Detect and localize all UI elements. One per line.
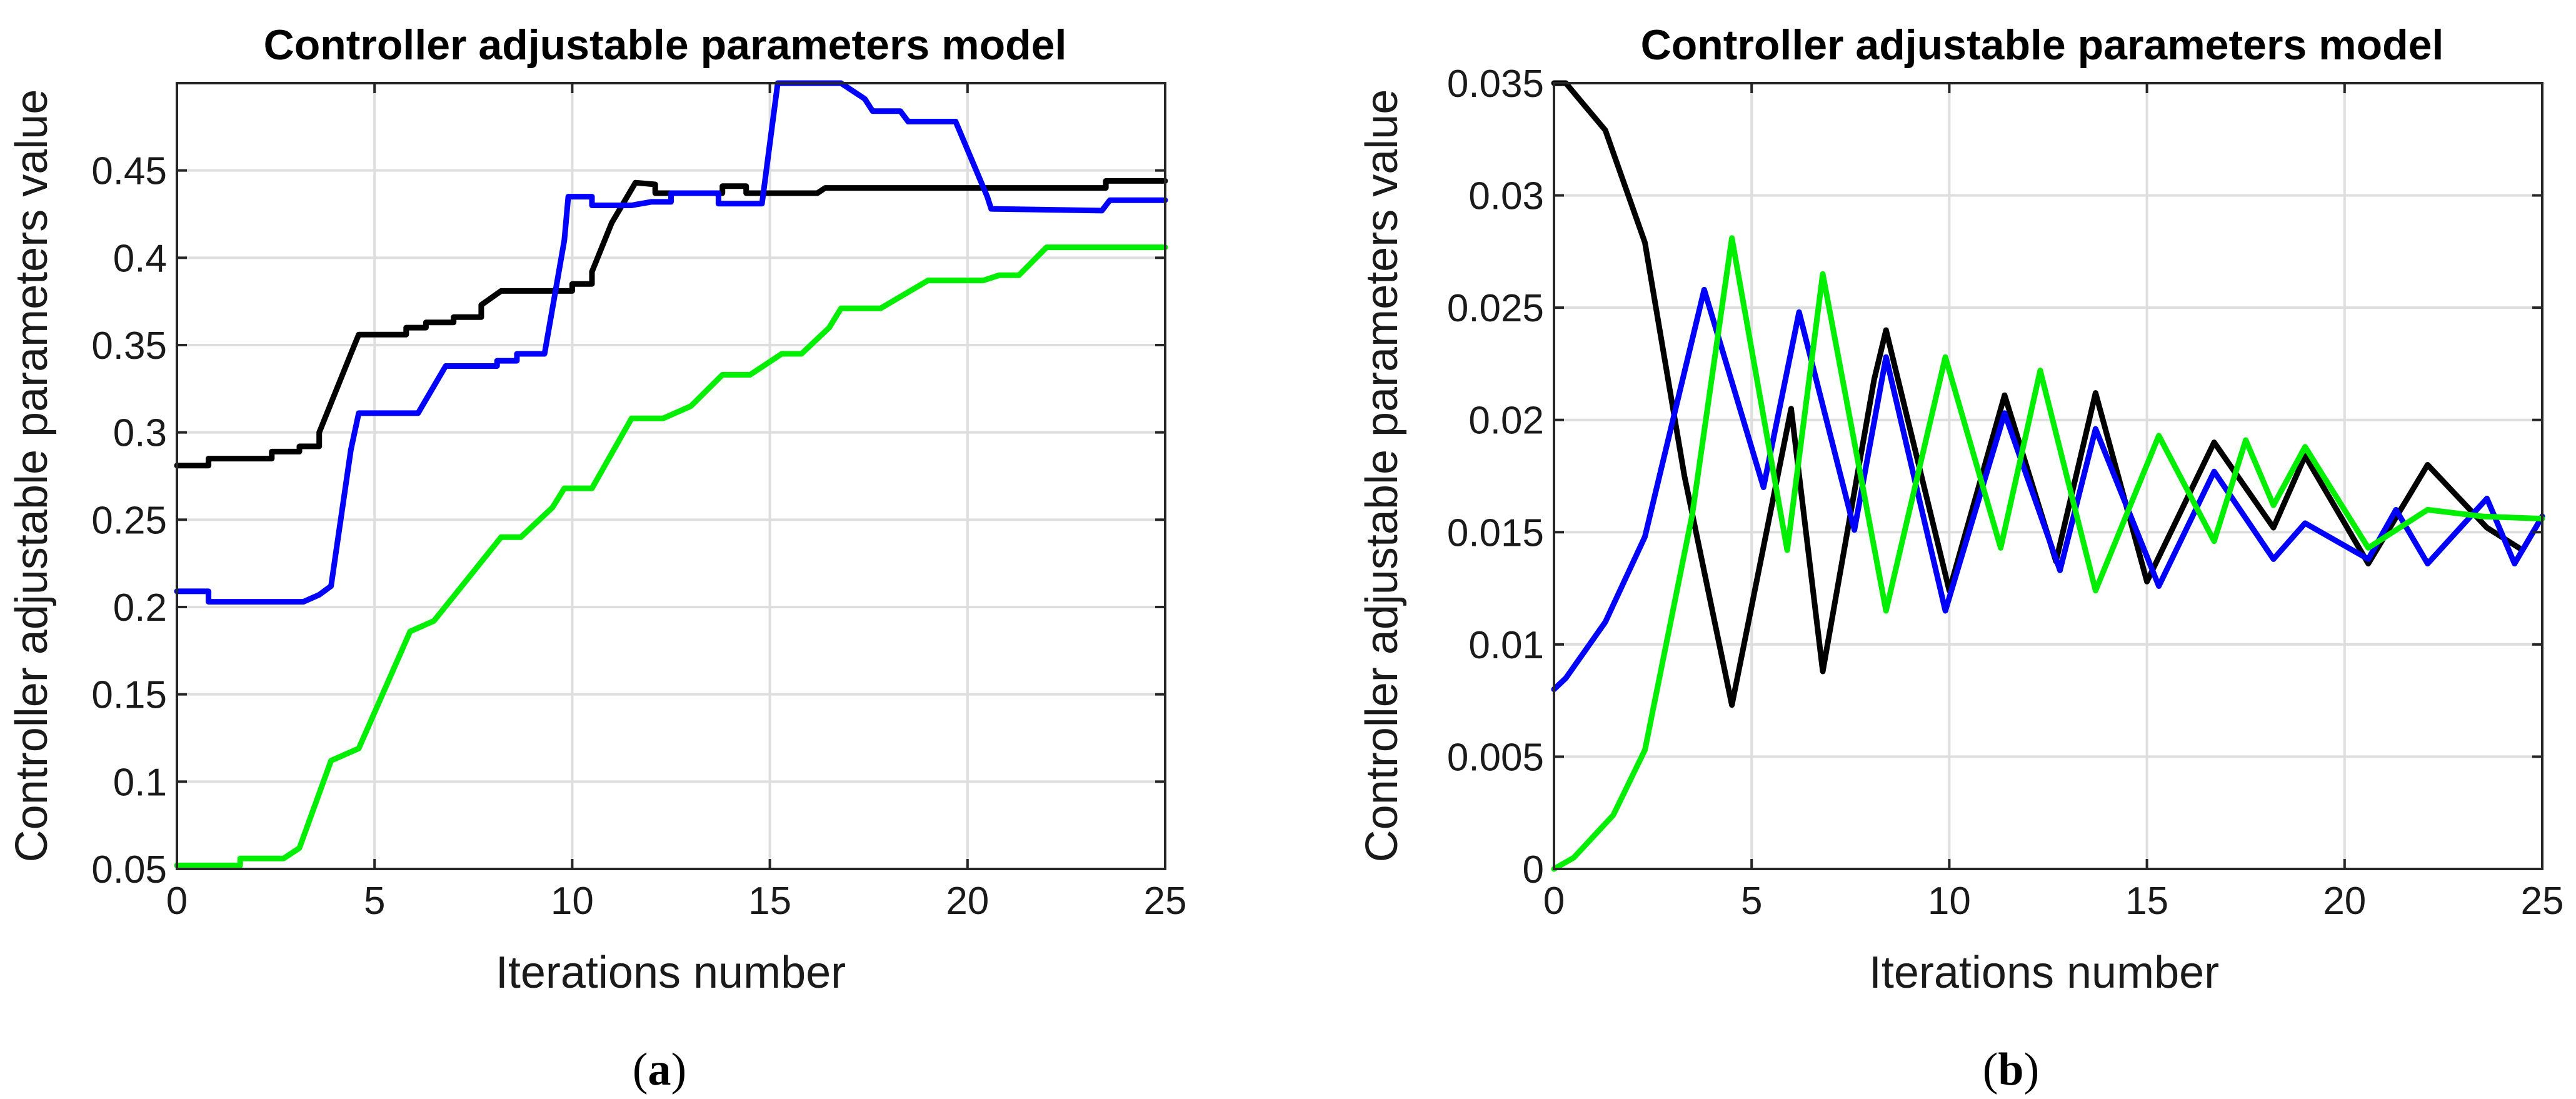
chart-a-x-tick-label: 25: [1144, 880, 1187, 923]
chart-b-x-tick-label: 20: [2323, 880, 2366, 923]
chart-b-title: Controller adjustable parameters model: [1641, 21, 2444, 69]
chart-a-x-tick-label: 15: [748, 880, 791, 923]
chart-a-y-tick-label: 0.1: [113, 761, 167, 804]
chart-b-y-tick-label: 0.035: [1447, 63, 1544, 106]
chart-b-x-axis-label: Iterations number: [1869, 948, 2219, 998]
chart-b-series-line-3: [1551, 235, 2545, 872]
chart-b-series: [1551, 80, 2545, 872]
chart-b-y-tick-labels: 0 0.005 0.01 0.015 0.02 0.025 0.03 0.035: [1447, 63, 1544, 891]
chart-b-grid: [1554, 83, 2542, 869]
chart-b: Controller adjustable parameters model 0…: [1357, 21, 2563, 1095]
chart-a-y-tick-label: 0.4: [113, 237, 167, 280]
chart-a-x-tick-label: 0: [166, 880, 188, 923]
chart-b-series-line-2: [1551, 286, 2545, 693]
chart-b-y-tick-label: 0: [1523, 848, 1544, 891]
chart-a-series: [174, 80, 1168, 868]
chart-a-x-tick-label: 5: [364, 880, 385, 923]
chart-a-ticks: [176, 83, 1166, 870]
chart-b-axes-box: [1553, 82, 2543, 870]
chart-a-axes-box: [176, 82, 1166, 870]
chart-b-y-tick-label: 0.005: [1447, 736, 1544, 779]
chart-b-x-tick-label: 25: [2521, 880, 2564, 923]
chart-b-panel-label: (b): [1983, 1044, 2039, 1095]
chart-b-ticks: [1553, 82, 2543, 870]
chart-a-y-tick-label: 0.45: [91, 150, 167, 193]
chart-a-y-tick-label: 0.2: [113, 586, 167, 630]
chart-a-title: Controller adjustable parameters model: [264, 21, 1067, 69]
chart-b-x-tick-label: 5: [1741, 880, 1762, 923]
chart-a-x-tick-label: 10: [551, 880, 594, 923]
chart-a-x-tick-label: 20: [946, 880, 989, 923]
chart-a-y-tick-label: 0.05: [91, 848, 167, 891]
chart-a-y-tick-label: 0.3: [113, 412, 167, 455]
chart-b-series-line-1: [1551, 80, 2545, 708]
chart-a-y-tick-label: 0.25: [91, 499, 167, 542]
chart-b-x-tick-label: 0: [1543, 880, 1565, 923]
chart-b-y-tick-label: 0.03: [1468, 175, 1544, 218]
chart-a-series-line-2: [174, 80, 1168, 605]
chart-b-y-axis-label: Controller adjustable parameters value: [1357, 89, 1407, 863]
chart-a-y-tick-labels: 0.05 0.1 0.15 0.2 0.25 0.3 0.35 0.4 0.45: [91, 150, 167, 891]
chart-b-y-tick-label: 0.01: [1468, 624, 1544, 667]
chart-a-x-axis-label: Iterations number: [496, 948, 846, 998]
chart-b-x-tick-labels: 0 5 10 15 20 25: [1543, 880, 2564, 923]
chart-a: Controller adjustable parameters model 0…: [7, 21, 1186, 1095]
chart-b-x-tick-label: 10: [1928, 880, 1971, 923]
chart-b-y-tick-label: 0.025: [1447, 287, 1544, 330]
chart-a-series-line-3: [174, 244, 1168, 868]
chart-a-y-tick-label: 0.35: [91, 324, 167, 368]
chart-b-y-tick-label: 0.02: [1468, 399, 1544, 443]
chart-a-y-axis-label: Controller adjustable parameters value: [7, 89, 57, 863]
chart-b-y-tick-label: 0.015: [1447, 511, 1544, 555]
chart-b-x-tick-label: 15: [2125, 880, 2168, 923]
chart-a-x-tick-labels: 0 5 10 15 20 25: [166, 880, 1187, 923]
chart-a-series-line-1: [174, 178, 1168, 469]
chart-a-y-tick-label: 0.15: [91, 674, 167, 717]
chart-a-grid: [177, 83, 1165, 869]
chart-a-panel-label: (a): [633, 1044, 686, 1095]
